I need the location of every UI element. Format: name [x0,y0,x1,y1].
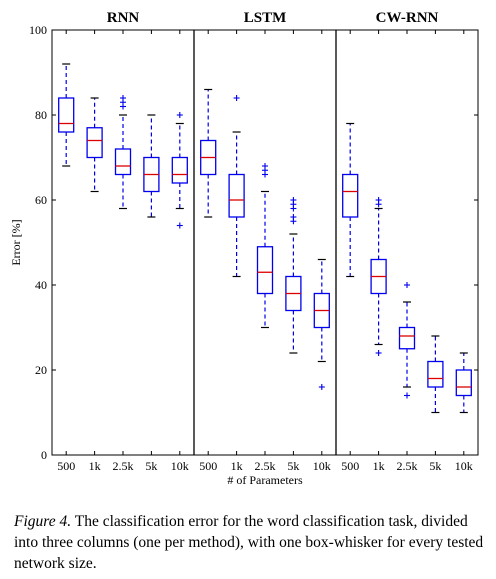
y-tick-label: 100 [29,23,47,37]
outlier-marker [290,214,297,220]
x-axis-label: # of Parameters [227,473,303,487]
x-tick-label: 10k [313,459,331,473]
outlier-marker [233,95,240,101]
outlier-marker [262,163,268,169]
panel-title: CW-RNN [376,10,439,26]
x-tick-label: 5k [287,459,299,473]
panel-title: RNN [107,10,140,26]
x-tick-label: 500 [199,459,217,473]
x-tick-label: 2.5k [113,459,134,473]
x-tick-label: 500 [57,459,75,473]
y-tick-label: 80 [35,108,47,122]
caption-label: Figure 4. [14,513,72,530]
outlier-marker [290,197,297,203]
figure-caption: Figure 4. The classification error for t… [14,511,486,574]
outlier-marker [404,392,410,399]
box [228,173,245,218]
x-tick-label: 500 [341,459,359,473]
plot-frame [51,29,479,456]
x-tick-label: 1k [231,459,243,473]
box [455,369,472,397]
box [58,97,75,133]
y-tick-label: 60 [35,193,47,207]
outlier-marker [375,197,382,203]
outlier-marker [120,95,126,101]
panel-title: LSTM [244,10,287,26]
boxplot-chart: 0 20 40 60 80 100 Error [%] # of Parameters RNN 5… [9,10,479,487]
x-tick-label: 1k [373,459,385,473]
y-tick-label: 0 [41,448,47,462]
caption-text: The classification error for the word cl… [14,513,484,572]
box [342,173,359,218]
box [398,326,416,350]
x-tick-label: 5k [429,459,441,473]
x-tick-label: 10k [455,459,473,473]
outlier-marker [176,112,183,118]
outlier-marker [318,384,325,390]
box [114,148,132,176]
box [86,127,103,159]
x-tick-label: 10k [171,459,189,473]
x-tick-label: 5k [145,459,157,473]
outlier-marker [404,282,410,288]
box [171,156,188,184]
box [427,360,444,388]
outlier-marker [375,350,382,356]
y-axis-label: Error [%] [9,219,23,265]
y-tick-label: 20 [35,363,47,377]
x-tick-label: 2.5k [255,459,276,473]
y-tick-label: 40 [35,278,47,292]
outlier-marker [176,222,183,229]
x-tick-label: 2.5k [397,459,418,473]
box [256,246,274,295]
x-tick-label: 1k [89,459,101,473]
